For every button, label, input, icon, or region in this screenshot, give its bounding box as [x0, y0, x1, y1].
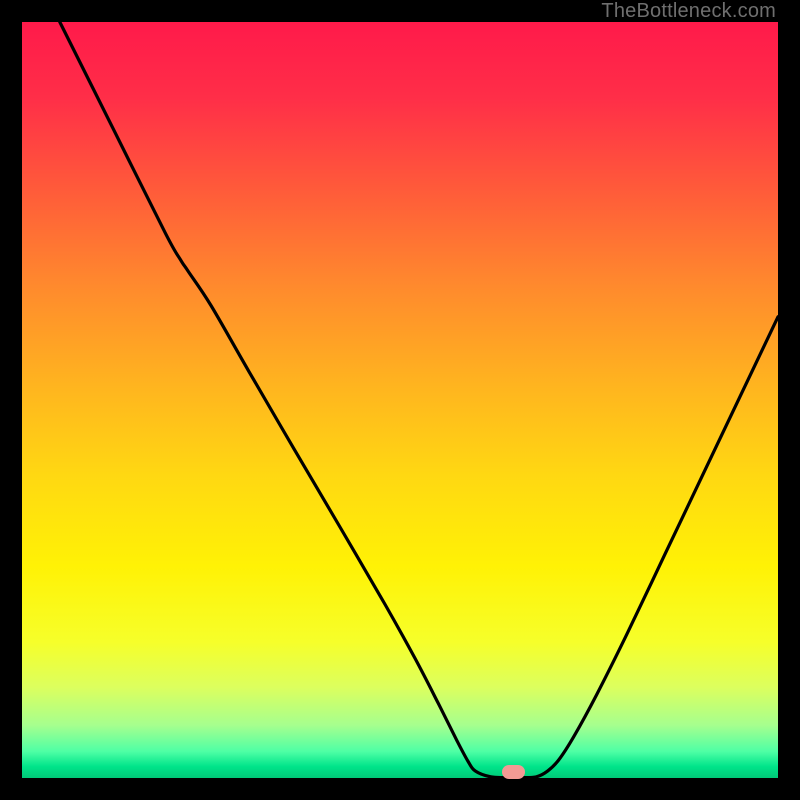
gradient-background	[22, 22, 778, 778]
optimum-marker	[502, 765, 525, 779]
bottleneck-chart	[22, 22, 778, 778]
watermark-label: TheBottleneck.com	[601, 0, 776, 23]
chart-frame: TheBottleneck.com	[0, 0, 800, 800]
